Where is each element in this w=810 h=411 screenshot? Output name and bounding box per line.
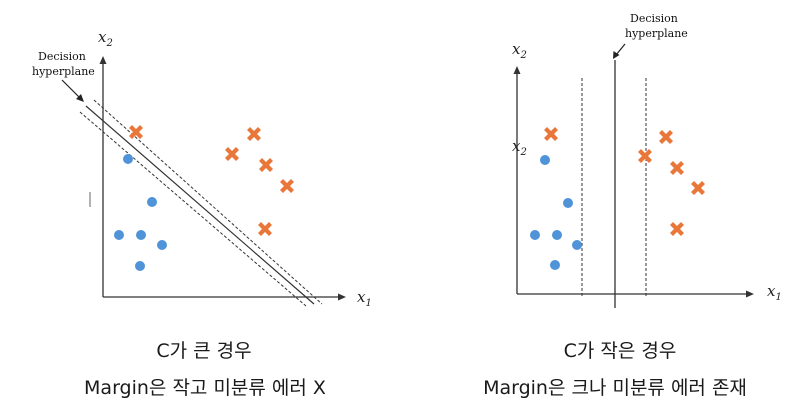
left-y-axis-arrow xyxy=(99,56,107,64)
right-orange-cross xyxy=(670,161,684,175)
right-orange-cross xyxy=(670,222,684,236)
left-orange-cross xyxy=(129,125,143,139)
right-orange-cross xyxy=(544,127,558,141)
right-hyperplane-pointer-head xyxy=(613,51,620,59)
left-panel: x2 x1 Decision hyperplane xyxy=(32,28,372,309)
right-hyperplane-label: Decision hyperplane xyxy=(625,12,688,40)
right-blue-point xyxy=(550,260,560,270)
left-blue-point xyxy=(157,240,167,250)
left-orange-cross xyxy=(280,179,294,193)
left-blue-point xyxy=(147,197,157,207)
right-x-axis-label: x1 xyxy=(767,282,782,303)
right-orange-cross xyxy=(659,130,673,144)
right-y-axis-label: x2 xyxy=(512,40,527,61)
right-blue-point xyxy=(540,155,550,165)
left-margin-upper xyxy=(93,99,323,305)
right-blue-point xyxy=(552,230,562,240)
left-y-axis-label: x2 xyxy=(98,28,113,49)
left-hyperplane-label: Decision hyperplane xyxy=(32,50,95,78)
left-blue-point xyxy=(135,261,145,271)
left-orange-cross xyxy=(258,222,272,236)
left-blue-point xyxy=(114,230,124,240)
right-blue-point xyxy=(530,230,540,240)
right-blue-point xyxy=(563,198,573,208)
right-x-axis-arrow xyxy=(746,290,754,298)
left-x-axis-arrow xyxy=(338,293,346,301)
left-orange-cross xyxy=(247,127,261,141)
left-x-axis-label: x1 xyxy=(357,288,372,309)
left-orange-crosses xyxy=(129,125,294,236)
right-orange-cross xyxy=(691,181,705,195)
right-orange-crosses xyxy=(544,127,705,236)
left-orange-cross xyxy=(225,147,239,161)
left-margin-lower xyxy=(79,111,307,307)
left-caption-desc: Margin은 작고 미분류 에러 X xyxy=(84,377,326,399)
right-caption-title: C가 작은 경우 xyxy=(563,340,677,362)
left-blue-point xyxy=(136,230,146,240)
right-orange-cross xyxy=(638,149,652,163)
right-caption-desc: Margin은 크나 미분류 에러 존재 xyxy=(483,377,747,399)
left-hyperplane-line xyxy=(85,105,315,305)
right-y-axis-arrow xyxy=(513,66,521,74)
right-hyperplane-pointer xyxy=(615,43,626,56)
right-y-axis-inner-label: x2 xyxy=(512,137,527,158)
right-panel: x2 x2 x1 Decision hyperplane xyxy=(512,12,782,308)
left-hyperplane-pointer xyxy=(61,79,81,99)
left-orange-cross xyxy=(259,158,273,172)
right-blue-point xyxy=(572,240,582,250)
left-hyperplane-pointer-head xyxy=(76,94,84,102)
left-caption-title: C가 큰 경우 xyxy=(156,340,252,362)
left-blue-point xyxy=(123,154,133,164)
